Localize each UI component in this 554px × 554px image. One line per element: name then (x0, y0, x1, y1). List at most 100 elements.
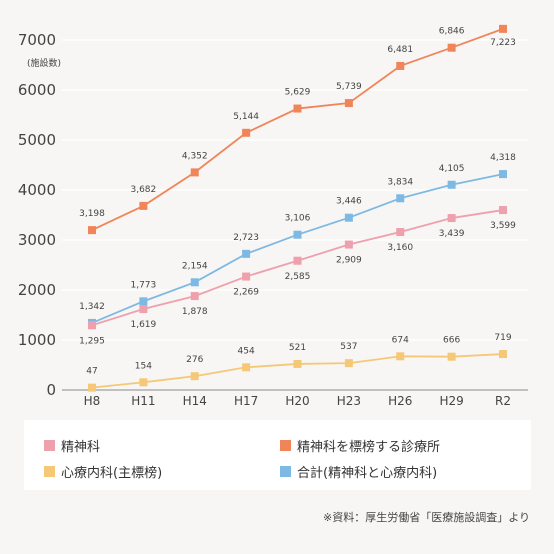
series-line-1 (91, 173, 504, 324)
data-point (88, 226, 96, 235)
data-label: 3,160 (387, 243, 413, 253)
y-tick-label: 0 (46, 381, 56, 399)
legend-label-total: 合計(精神科と心療内科) (297, 466, 438, 481)
series-line-2 (91, 209, 504, 327)
data-label: 1,773 (130, 280, 156, 290)
data-label: 537 (340, 342, 357, 352)
x-tick-label: H20 (285, 394, 309, 408)
grid (62, 39, 528, 391)
data-label: 2,909 (336, 256, 362, 266)
data-label: 521 (289, 343, 306, 353)
data-point (242, 249, 251, 258)
legend-label-psychiatry-clinics: 精神科を標榜する診療所 (297, 440, 441, 455)
y-axis: 0 1000 2000 3000 4000 5000 6000 7000 (18, 31, 56, 399)
data-point (447, 214, 456, 223)
legend-label-psychosomatic: 心療内科(主標榜) (61, 466, 163, 481)
data-point (396, 352, 405, 361)
data-point (344, 240, 353, 249)
data-point (344, 99, 353, 108)
data-label: 276 (186, 355, 203, 365)
data-label: 2,723 (233, 233, 259, 243)
data-point (190, 168, 199, 177)
data-point (344, 359, 353, 368)
data-label: 1,342 (79, 302, 105, 312)
series-group (88, 24, 507, 392)
data-label: 2,154 (182, 261, 208, 271)
x-axis: H8 H11 H14 H17 H20 H23 H26 H29 R2 (62, 389, 528, 408)
data-label: 674 (392, 335, 409, 345)
x-tick-label: R2 (495, 394, 511, 408)
data-point (499, 350, 507, 359)
legend-item-psychosomatic: 心療内科(主標榜) (44, 462, 162, 481)
y-axis-unit-label: (施設数) (27, 57, 61, 69)
data-label: 3,682 (130, 185, 156, 195)
y-tick-label: 6000 (18, 81, 56, 99)
data-point (139, 201, 148, 210)
y-tick-label: 1000 (18, 331, 56, 349)
data-label: 3,834 (387, 177, 413, 187)
data-point (242, 363, 251, 372)
data-point (139, 297, 148, 306)
source-note: ※資料：厚生労働省「医療施設調査」より (323, 511, 530, 524)
legend-item-total: 合計(精神科と心療内科) (280, 462, 437, 481)
data-point (88, 383, 96, 392)
data-label: 2,585 (285, 272, 311, 282)
x-tick-label: H26 (388, 394, 412, 408)
x-tick-label: H23 (337, 394, 361, 408)
y-tick-label: 2000 (18, 281, 56, 299)
data-label: 154 (135, 361, 152, 371)
data-label: 454 (238, 346, 255, 356)
data-point (190, 278, 199, 287)
data-point (293, 359, 302, 368)
data-point (396, 194, 405, 203)
data-label: 1,295 (79, 336, 105, 346)
data-label: 6,846 (439, 27, 465, 37)
data-point (190, 292, 199, 301)
data-label: 719 (494, 333, 511, 343)
data-label: 3,106 (285, 214, 311, 224)
data-label: 2,269 (233, 288, 259, 298)
data-point (242, 128, 251, 137)
data-point (139, 305, 148, 314)
x-tick-label: H17 (234, 394, 258, 408)
data-label: 3,599 (490, 221, 516, 231)
series-line-0 (91, 28, 504, 231)
legend: 精神科 精神科を標榜する診療所 心療内科(主標榜) 合計(精神科と心療内科) (24, 420, 531, 490)
data-label: 5,739 (336, 82, 362, 92)
y-tick-label: 3000 (18, 231, 56, 249)
data-point (344, 213, 353, 222)
data-point (242, 272, 251, 281)
legend-swatch-psychosomatic (44, 466, 55, 477)
data-point (396, 228, 405, 236)
data-label: 47 (86, 367, 97, 377)
data-point (293, 104, 302, 113)
data-point (499, 170, 507, 179)
data-label: 7,223 (490, 38, 516, 48)
x-tick-label: H11 (131, 394, 155, 408)
y-tick-label: 5000 (18, 131, 56, 149)
data-label: 4,352 (182, 151, 208, 161)
data-point (190, 372, 199, 381)
data-label: 5,144 (233, 112, 259, 122)
data-label: 666 (443, 336, 460, 346)
data-point (447, 352, 456, 361)
data-label: 1,878 (182, 307, 208, 317)
y-tick-label: 7000 (18, 31, 56, 49)
legend-swatch-psychiatry (44, 440, 55, 451)
data-point (139, 378, 148, 387)
series-line-3 (91, 353, 504, 389)
x-tick-label: H8 (84, 394, 101, 408)
data-label: 3,439 (439, 229, 465, 239)
x-tick-label: H14 (183, 394, 207, 408)
data-point (88, 321, 96, 330)
data-label: 1,619 (130, 320, 156, 330)
legend-item-psychiatry: 精神科 (44, 436, 100, 455)
data-point (396, 61, 405, 70)
legend-item-psychiatry-clinics: 精神科を標榜する診療所 (280, 436, 440, 455)
y-tick-label: 4000 (18, 181, 56, 199)
data-point (447, 180, 456, 189)
data-labels-group: 3,198 3,682 4,352 5,144 5,629 5,739 6,481 6,846… (79, 27, 516, 377)
data-label: 3,198 (79, 209, 105, 219)
data-label: 4,105 (439, 164, 465, 174)
data-label: 4,318 (490, 153, 516, 163)
